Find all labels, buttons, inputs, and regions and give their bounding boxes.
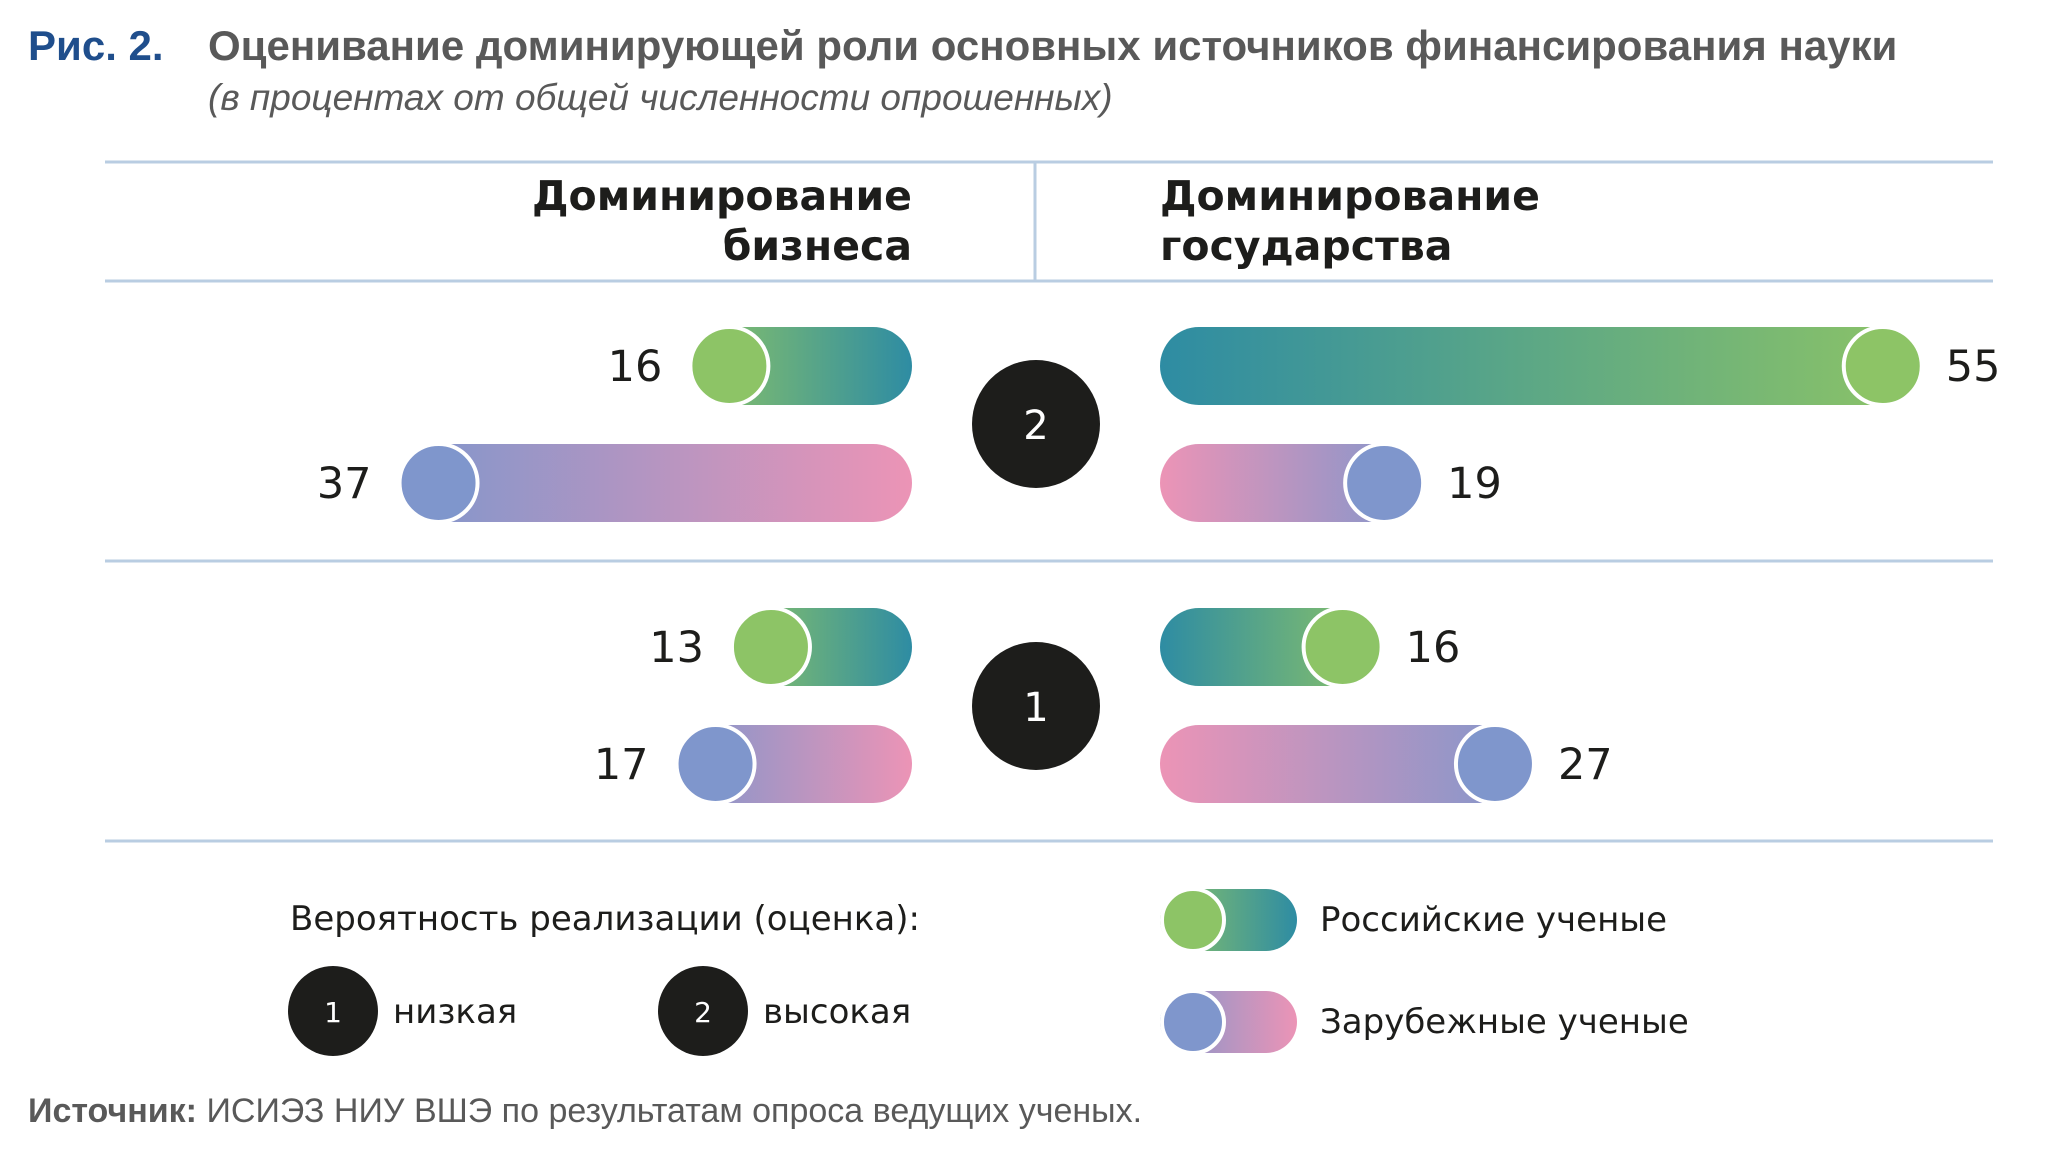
group-badge bbox=[972, 360, 1100, 488]
column-head-business-line2: бизнеса bbox=[723, 222, 912, 270]
group-badge-number: 2 bbox=[1023, 403, 1048, 449]
legend-high-label: высокая bbox=[763, 992, 911, 1032]
chart-title: Оценивание доминирующей роли основных ис… bbox=[208, 22, 1897, 69]
legend-low-label: низкая bbox=[393, 992, 517, 1032]
bar-government-russian bbox=[1160, 606, 1384, 688]
value-label-business-russian: 13 bbox=[649, 623, 704, 673]
bar-business-foreign-cap bbox=[397, 442, 480, 524]
value-label-government-russian: 16 bbox=[1406, 623, 1461, 673]
bar-business-foreign bbox=[397, 442, 912, 524]
figure-label: Рис. 2. bbox=[28, 22, 164, 69]
bar-business-russian-cap bbox=[729, 606, 812, 688]
bar-government-foreign-fill bbox=[1160, 725, 1534, 803]
legend-foreign-label: Зарубежные ученые bbox=[1320, 1002, 1689, 1042]
chart-subtitle: (в процентах от общей численности опроше… bbox=[208, 77, 1113, 118]
bar-government-foreign bbox=[1160, 442, 1426, 524]
column-head-government-line1: Доминирование bbox=[1160, 172, 1540, 220]
source-label: Источник: bbox=[28, 1092, 197, 1130]
value-label-government-foreign: 19 bbox=[1447, 459, 1502, 509]
bar-business-russian bbox=[688, 325, 912, 407]
legend-probability-title: Вероятность реализации (оценка): bbox=[290, 899, 920, 939]
bar-business-russian-cap bbox=[688, 325, 771, 407]
value-label-government-foreign: 27 bbox=[1558, 740, 1613, 790]
group-badge bbox=[972, 642, 1100, 770]
source-note: Источник: ИСИЭЗ НИУ ВШЭ по результатам о… bbox=[28, 1092, 1142, 1130]
bar-business-foreign-cap bbox=[674, 723, 757, 805]
legend-russian-swatch bbox=[1160, 887, 1297, 953]
column-head-business-line1: Доминирование bbox=[532, 172, 912, 220]
bar-business-foreign bbox=[674, 723, 912, 805]
column-head-government-line2: государства bbox=[1160, 222, 1452, 270]
value-label-business-foreign: 37 bbox=[317, 459, 372, 509]
legend-low-badge bbox=[288, 966, 378, 1056]
value-label-business-foreign: 17 bbox=[594, 740, 649, 790]
source-text: ИСИЭЗ НИУ ВШЭ по результатам опроса веду… bbox=[197, 1092, 1142, 1130]
bar-business-russian bbox=[729, 606, 912, 688]
bar-government-foreign-cap bbox=[1343, 442, 1426, 524]
group-badge-number: 1 bbox=[1023, 685, 1048, 731]
bar-government-foreign bbox=[1160, 723, 1536, 805]
bar-government-foreign-cap bbox=[1453, 723, 1536, 805]
bar-business-foreign-fill bbox=[399, 444, 912, 522]
bar-government-russian-fill bbox=[1160, 327, 1922, 405]
value-label-business-russian: 16 bbox=[608, 342, 663, 392]
legend-low-number: 1 bbox=[324, 996, 342, 1029]
value-label-government-russian: 55 bbox=[1946, 342, 2001, 392]
bar-government-russian-cap bbox=[1301, 606, 1384, 688]
bar-government-russian bbox=[1160, 325, 1924, 407]
bar-government-russian-cap bbox=[1841, 325, 1924, 407]
legend-high-badge bbox=[658, 966, 748, 1056]
legend-high-number: 2 bbox=[694, 996, 712, 1029]
legend-russian-label: Российские ученые bbox=[1320, 900, 1667, 940]
legend-foreign-swatch bbox=[1160, 989, 1297, 1055]
bars-layer: 16 37 55 19 2 13 17 16 27 1 bbox=[317, 325, 2001, 805]
